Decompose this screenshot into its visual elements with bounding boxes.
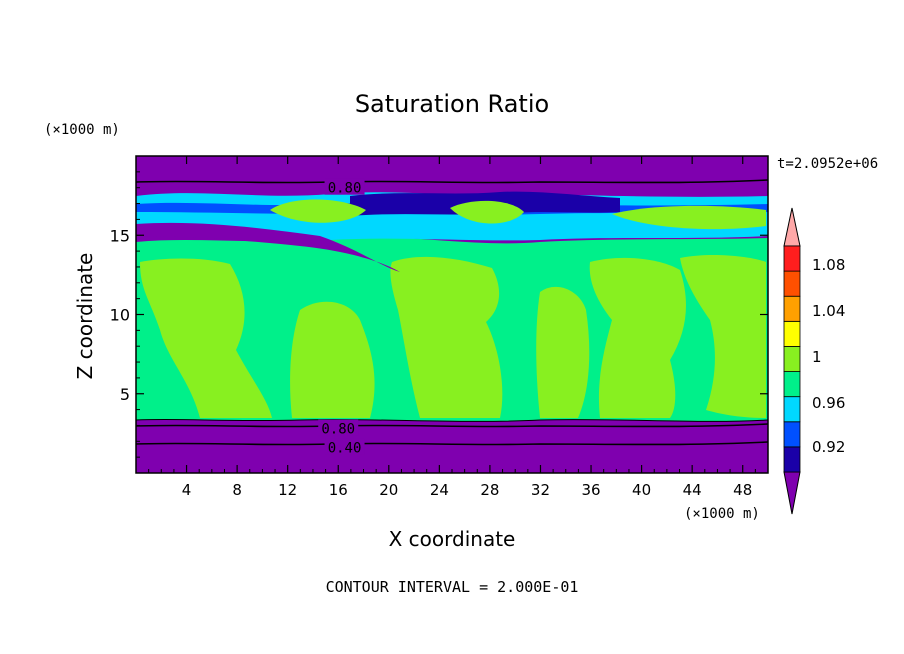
colorbar-swatch bbox=[783, 295, 801, 322]
colorbar-swatch bbox=[783, 446, 801, 473]
y-unit-label: (×1000 m) bbox=[44, 122, 120, 138]
contour-line-0-80-lower bbox=[136, 423, 768, 428]
contour-field bbox=[136, 156, 768, 473]
x-tick-label: 44 bbox=[683, 481, 702, 499]
x-tick-label: 12 bbox=[278, 481, 297, 499]
contour-label: 0.40 bbox=[328, 441, 362, 457]
x-tick-label: 8 bbox=[232, 481, 242, 499]
colorbar-swatch bbox=[783, 320, 801, 347]
x-axis-label: X coordinate bbox=[389, 527, 516, 551]
contour-line-1-00 bbox=[136, 418, 768, 422]
contour-label-bg bbox=[324, 178, 365, 195]
contour-band-1-00-1-02 bbox=[140, 255, 766, 418]
chart-title: Saturation Ratio bbox=[355, 90, 549, 118]
colorbar-swatch bbox=[783, 245, 801, 272]
colorbar-swatch bbox=[783, 421, 801, 448]
x-tick-label: 20 bbox=[379, 481, 398, 499]
x-tick-label: 28 bbox=[480, 481, 499, 499]
contour-label: 0.80 bbox=[328, 181, 362, 197]
contour-line-0-40 bbox=[136, 441, 768, 446]
x-tick-label: 32 bbox=[531, 481, 550, 499]
y-axis-label: Z coordinate bbox=[73, 253, 97, 380]
x-tick-label: 24 bbox=[430, 481, 449, 499]
upper-light-green-blob bbox=[270, 199, 366, 223]
upper-light-green-blob bbox=[450, 200, 524, 224]
colorbar-label: 1.08 bbox=[812, 256, 845, 274]
colorbar-swatch bbox=[783, 346, 801, 372]
x-tick-label: 40 bbox=[632, 481, 651, 499]
contour-label: 0.80 bbox=[321, 422, 355, 438]
colorbar-top-arrow bbox=[783, 207, 801, 247]
upper-light-green-blob bbox=[612, 205, 766, 230]
contour-label-bg bbox=[324, 438, 365, 455]
contour-labels: 0.80 0.80 0.40 bbox=[318, 178, 365, 457]
colorbar-bottom-arrow bbox=[783, 471, 801, 515]
colorbar-swatch bbox=[783, 371, 801, 398]
colorbar-label: 1 bbox=[812, 348, 822, 366]
colorbar-label: 0.92 bbox=[812, 438, 845, 456]
contour-label-bg bbox=[318, 419, 359, 436]
colorbar-label: 1.04 bbox=[812, 302, 845, 320]
y-axis-ticks: 5 10 15 bbox=[110, 171, 768, 458]
x-tick-label: 16 bbox=[329, 481, 348, 499]
colorbar-label: 0.96 bbox=[812, 394, 845, 412]
contour-band-below-0-90 bbox=[136, 222, 400, 272]
x-unit-label: (×1000 m) bbox=[684, 506, 760, 522]
x-tick-label: 4 bbox=[182, 481, 192, 499]
x-axis-ticks: 4 8 12 16 20 24 28 32 36 40 44 48 bbox=[148, 156, 756, 499]
time-label: t=2.0952e+06 bbox=[777, 156, 878, 172]
x-tick-label: 48 bbox=[733, 481, 752, 499]
contour-line-0-80-upper bbox=[136, 179, 768, 184]
y-tick-label: 5 bbox=[120, 385, 130, 404]
y-tick-label: 10 bbox=[110, 306, 130, 325]
colorbar: 1.08 1.04 1 0.96 0.92 bbox=[783, 207, 845, 515]
y-tick-label: 15 bbox=[110, 226, 130, 245]
colorbar-swatch bbox=[783, 396, 801, 423]
x-tick-label: 36 bbox=[581, 481, 600, 499]
colorbar-swatch bbox=[783, 270, 801, 297]
contour-interval-footer: CONTOUR INTERVAL = 2.000E-01 bbox=[326, 578, 579, 596]
